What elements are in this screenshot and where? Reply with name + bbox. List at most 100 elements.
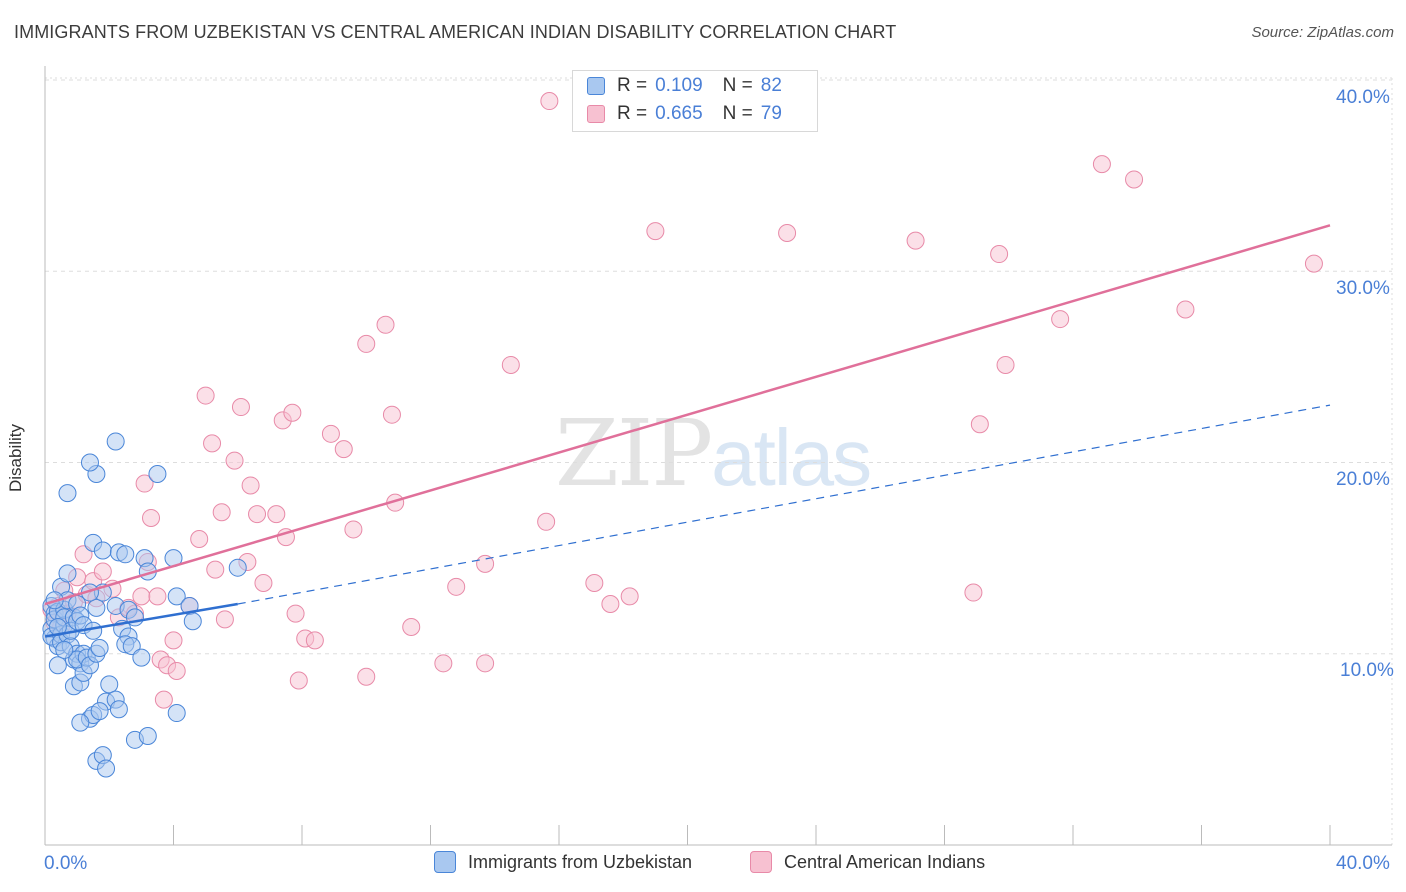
trend-line-central-american-indians [44,224,1331,606]
point-uzbekistan-54 [132,648,151,667]
point-central-american-indians-68 [778,224,797,242]
pink-swatch [587,105,605,123]
y-tick-label-10: 10.0% [1340,660,1394,681]
y-tick-label-40: 40.0% [1336,87,1390,108]
point-uzbekistan-65 [97,759,116,778]
point-central-american-indians-64 [585,573,604,592]
point-central-american-indians-24 [164,631,183,650]
legend-row-central-american-indians: R = 0.665 N = 79 [587,102,782,126]
point-uzbekistan-61 [90,702,109,721]
point-central-american-indians-57 [434,654,453,673]
point-uzbekistan-53 [122,637,141,656]
point-central-american-indians-44 [286,604,305,623]
point-central-american-indians-60 [476,654,495,673]
point-central-american-indians-62 [537,512,556,531]
point-central-american-indians-73 [996,355,1015,374]
series-legend: Immigrants from Uzbekistan Central Ameri… [0,851,1406,877]
point-central-american-indians-25 [167,661,186,680]
chart-title: IMMIGRANTS FROM UZBEKISTAN VS CENTRAL AM… [14,22,897,42]
point-uzbekistan-42 [93,541,112,560]
watermark: ZIPatlas [555,400,872,507]
point-central-american-indians-66 [620,587,639,606]
point-uzbekistan-74 [148,464,167,483]
correlation-legend: R = 0.109 N = 82 R = 0.665 N = 79 [572,70,818,132]
point-uzbekistan-58 [109,700,128,719]
point-central-american-indians-37 [248,505,267,524]
point-uzbekistan-76 [80,453,99,472]
point-central-american-indians-35 [231,398,250,417]
point-central-american-indians-78 [1304,254,1323,273]
point-central-american-indians-17 [132,587,151,606]
point-central-american-indians-71 [970,415,989,434]
point-central-american-indians-67 [646,222,665,241]
point-central-american-indians-51 [357,334,376,353]
point-central-american-indians-29 [196,386,215,405]
point-central-american-indians-50 [344,520,363,539]
point-central-american-indians-72 [990,245,1009,264]
point-uzbekistan-24 [58,564,77,583]
point-central-american-indians-61 [501,355,520,374]
legend-item-central-american-indians[interactable]: Central American Indians [750,851,985,873]
point-central-american-indians-21 [142,508,161,527]
point-central-american-indians-34 [225,451,244,470]
n-value: 82 [760,75,782,96]
legend-row-uzbekistan: R = 0.109 N = 82 [587,74,782,98]
point-uzbekistan-44 [116,545,135,564]
point-central-american-indians-76 [1125,170,1144,189]
point-central-american-indians-56 [402,617,421,636]
y-tick-label-20: 20.0% [1336,469,1390,490]
pink-swatch [750,851,772,873]
point-central-american-indians-45 [289,671,308,690]
trend-line-uzbekistan-extension [237,404,1331,605]
legend-label: Central American Indians [784,851,986,872]
point-uzbekistan-55 [100,675,119,694]
point-central-american-indians-63 [540,92,559,111]
point-central-american-indians-49 [334,440,353,459]
point-central-american-indians-47 [305,631,324,650]
r-label: R = [617,75,648,96]
point-central-american-indians-48 [321,424,340,443]
point-uzbekistan-68 [167,704,186,723]
point-uzbekistan-78 [58,484,77,503]
y-tick-label-30: 30.0% [1336,278,1390,299]
watermark-atlas: atlas [711,413,872,502]
legend-item-uzbekistan[interactable]: Immigrants from Uzbekistan [434,851,692,873]
point-central-american-indians-75 [1092,155,1111,174]
point-central-american-indians-54 [382,405,401,424]
point-central-american-indians-31 [206,560,225,579]
n-label: N = [722,75,753,96]
point-uzbekistan-73 [228,558,247,577]
blue-swatch [587,77,605,95]
point-central-american-indians-12 [93,562,112,581]
point-uzbekistan-71 [183,612,202,631]
point-central-american-indians-58 [447,577,466,596]
point-central-american-indians-28 [190,530,209,548]
point-uzbekistan-62 [71,713,90,732]
point-uzbekistan-67 [138,726,157,745]
point-central-american-indians-20 [135,474,154,493]
point-uzbekistan-36 [90,639,109,658]
point-central-american-indians-40 [267,505,286,524]
point-uzbekistan-38 [87,598,106,617]
trend-line-uzbekistan [44,602,238,638]
point-central-american-indians-26 [154,690,173,709]
point-central-american-indians-53 [376,315,395,334]
point-central-american-indians-19 [148,587,167,606]
point-central-american-indians-59 [476,554,495,573]
r-value: 0.665 [655,103,703,124]
point-central-american-indians-77 [1176,300,1195,319]
x-tick-label-max: 40.0% [1336,853,1390,874]
watermark-zip: ZIP [555,400,713,507]
point-central-american-indians-42 [283,403,302,422]
point-uzbekistan-69 [167,587,186,606]
point-central-american-indians-69 [906,231,925,250]
point-central-american-indians-74 [1051,310,1070,329]
point-uzbekistan-77 [106,432,125,451]
point-uzbekistan-81 [55,640,74,659]
point-central-american-indians-52 [357,667,376,686]
point-central-american-indians-32 [215,610,234,629]
point-uzbekistan-37 [84,621,103,640]
point-central-american-indians-30 [203,434,222,453]
point-uzbekistan-11 [48,656,67,675]
n-label: N = [722,103,753,124]
